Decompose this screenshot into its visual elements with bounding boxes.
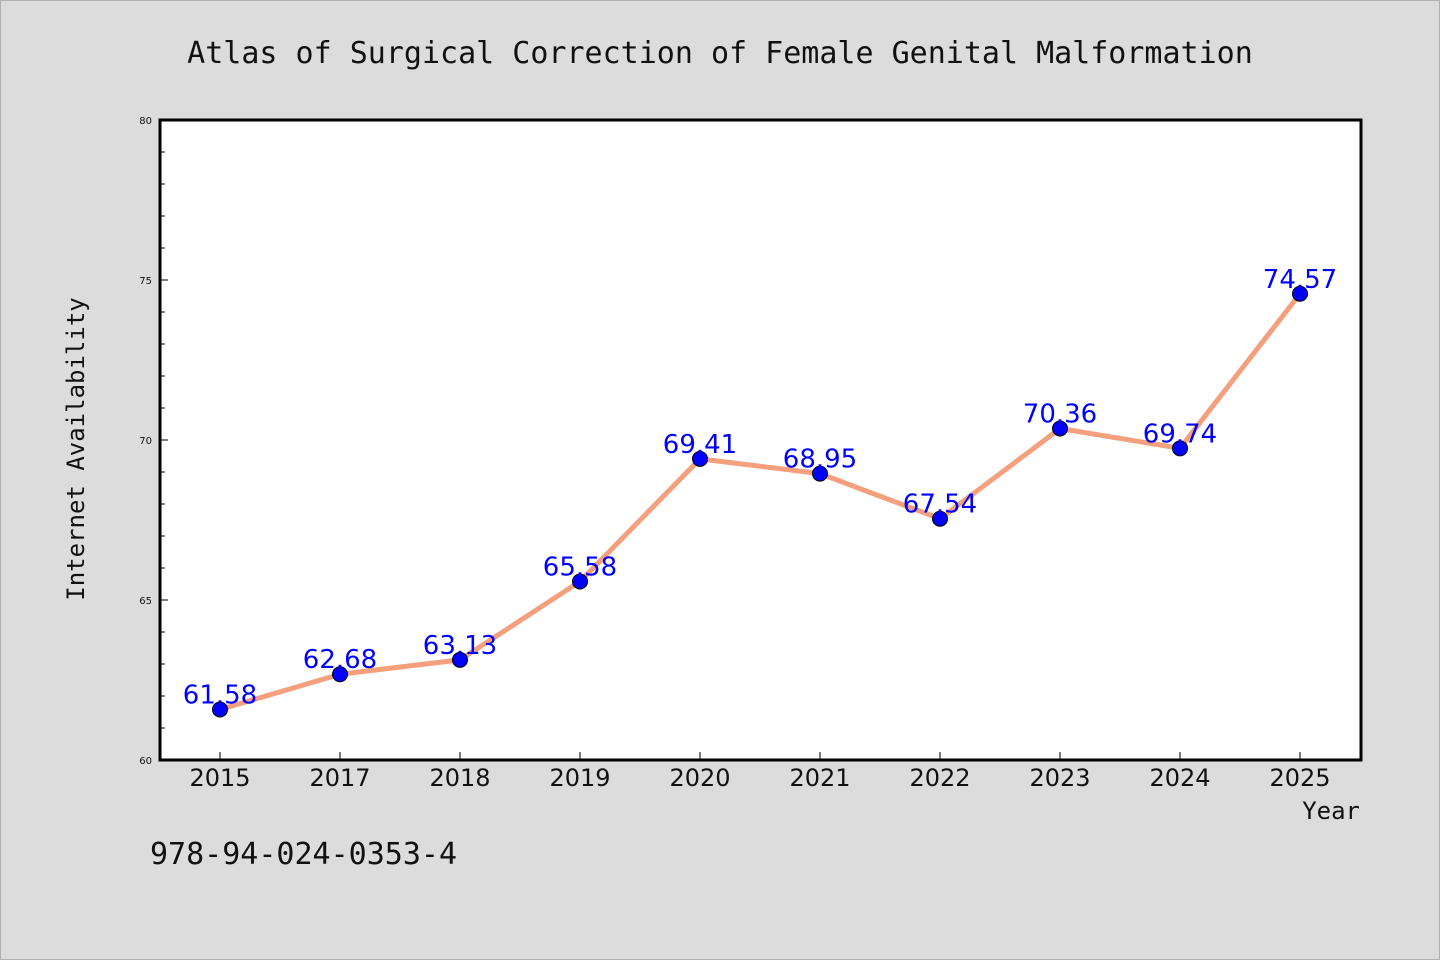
data-label: 65.58: [543, 552, 617, 582]
data-label: 62.68: [303, 645, 377, 675]
data-point: [1172, 440, 1188, 457]
data-label: 69.41: [663, 430, 737, 460]
y-tick-label: 80: [139, 116, 152, 127]
y-axis-label: Internet Availability: [62, 297, 90, 600]
data-point: [932, 510, 948, 527]
data-point: [812, 465, 828, 482]
y-tick-label: 75: [139, 276, 152, 287]
x-tick-label: 2025: [1269, 764, 1330, 792]
data-label: 63.13: [423, 631, 497, 661]
plot-area: [160, 120, 1361, 760]
x-tick-label: 2024: [1149, 764, 1210, 792]
chart-title: Atlas of Surgical Correction of Female G…: [187, 36, 1253, 71]
x-tick-label: 2018: [429, 764, 490, 792]
data-point: [332, 666, 348, 683]
data-label: 68.95: [783, 445, 857, 475]
x-tick-label: 2021: [789, 764, 850, 792]
y-tick-label: 70: [139, 436, 152, 447]
data-point: [1052, 420, 1068, 437]
x-tick-label: 2017: [309, 764, 370, 792]
data-point: [572, 573, 588, 590]
data-point: [452, 651, 468, 668]
data-label: 67.54: [903, 490, 977, 520]
x-tick-label: 2020: [669, 764, 730, 792]
x-axis-label: Year: [1302, 797, 1360, 825]
series-polyline: [217, 291, 1303, 712]
data-point: [212, 701, 228, 718]
x-tick-label: 2023: [1029, 764, 1090, 792]
series-line: [217, 291, 1303, 712]
x-tick-label: 2022: [909, 764, 970, 792]
data-point: [1292, 285, 1308, 302]
x-axis: 2015 2017 2018 2019 2020 2021 2022 2023 2024 2025: [189, 752, 1331, 792]
data-point: [692, 450, 708, 467]
data-label: 74.57: [1263, 265, 1337, 295]
y-tick-label: 60: [139, 756, 152, 767]
y-tick-label: 65: [139, 596, 152, 607]
data-label: 69.74: [1143, 419, 1217, 449]
data-label: 70.36: [1023, 399, 1097, 429]
plot-frame: [158, 118, 1363, 762]
data-label: 61.58: [183, 680, 257, 710]
series-markers: [212, 285, 1308, 718]
isbn-text: 978-94-024-0353-4: [150, 837, 457, 872]
data-labels: 61.58 62.68 63.13 65.58 69.41 68.95 67.54 70.36…: [183, 265, 1337, 711]
x-tick-label: 2019: [549, 764, 610, 792]
x-tick-label: 2015: [189, 764, 250, 792]
